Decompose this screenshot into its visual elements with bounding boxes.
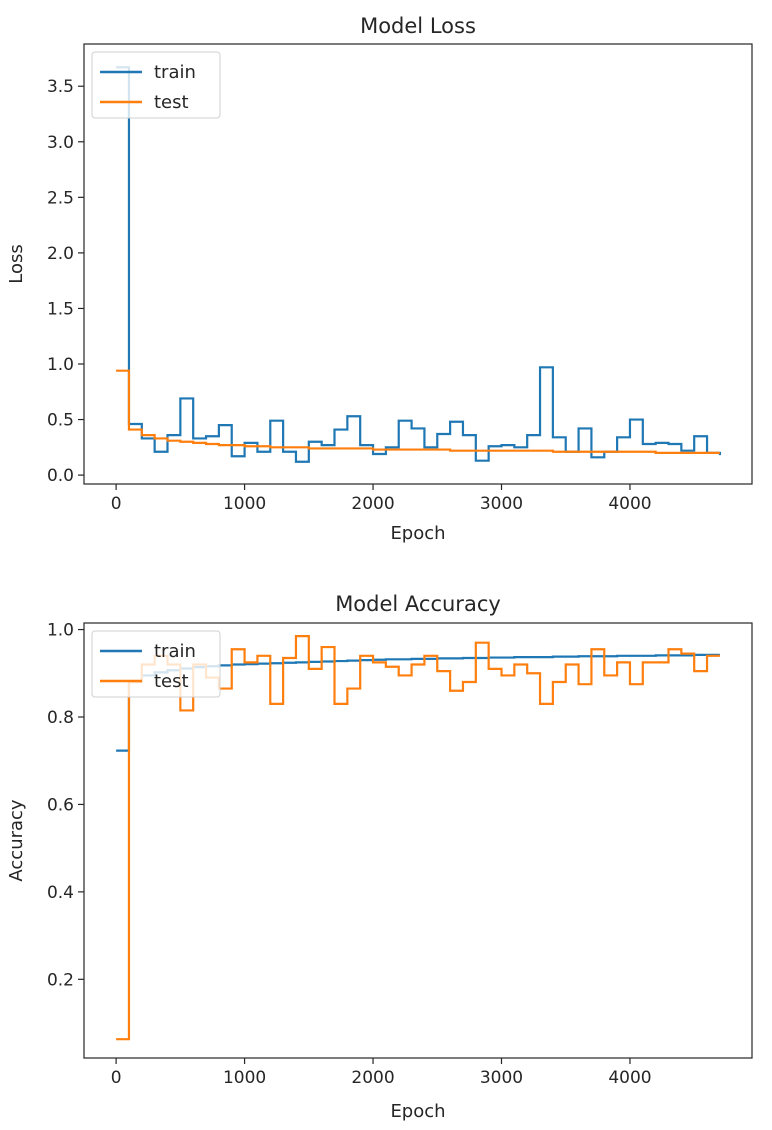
accuracy-legend: train test [91, 630, 221, 698]
accuracy-chart-title: Model Accuracy [335, 592, 501, 616]
loss-series-test-line [116, 369, 720, 454]
loss-y-tick-label: 3.0 [47, 133, 74, 153]
loss-y-tick-label: 2.5 [47, 188, 74, 208]
accuracy-x-tick-label: 1000 [223, 1068, 266, 1088]
loss-x-axis-label: Epoch [390, 523, 445, 544]
loss-x-tick-label: 4000 [608, 494, 651, 514]
loss-chart-title: Model Loss [360, 14, 476, 38]
accuracy-y-tick-label: 0.4 [47, 883, 74, 903]
accuracy-x-axis-label: Epoch [390, 1101, 445, 1122]
accuracy-x-tick-label: 2000 [351, 1068, 394, 1088]
loss-y-tick-label: 2.0 [47, 244, 74, 264]
accuracy-chart: Model Accuracy 0 1000 2000 3000 4000 0.2 0.4 0.6… [6, 592, 753, 1122]
loss-x-tick-label: 1000 [223, 494, 266, 514]
accuracy-x-tick-label: 4000 [608, 1068, 651, 1088]
loss-legend-label-test: test [154, 92, 189, 113]
loss-legend: train test [91, 51, 221, 119]
accuracy-y-tick-label: 0.2 [47, 970, 74, 990]
loss-plot-frame [83, 43, 753, 485]
accuracy-legend-label-test: test [154, 671, 189, 692]
loss-y-tick-label: 0.5 [47, 411, 74, 431]
accuracy-plot-frame [83, 622, 753, 1059]
loss-x-tick-label: 0 [111, 494, 122, 514]
loss-series-train-line [116, 66, 721, 463]
loss-x-tick-label: 2000 [351, 494, 394, 514]
loss-y-tick-label: 1.5 [47, 299, 74, 319]
loss-series-group [116, 66, 721, 463]
accuracy-y-axis-label: Accuracy [6, 799, 27, 882]
accuracy-x-tick-label: 0 [111, 1068, 122, 1088]
accuracy-x-tick-label: 3000 [480, 1068, 523, 1088]
loss-legend-label-train: train [154, 62, 196, 83]
loss-y-tick-label: 0.0 [47, 466, 74, 486]
loss-y-tick-label: 3.5 [47, 77, 74, 97]
loss-x-tick-label: 3000 [480, 494, 523, 514]
accuracy-y-tick-label: 0.6 [47, 795, 74, 815]
loss-chart: Model Loss 0 1000 2000 3000 4000 0.0 0.5 1.0 1.5 2… [6, 14, 753, 544]
loss-y-axis-label: Loss [6, 244, 27, 283]
accuracy-y-tick-label: 0.8 [47, 708, 74, 728]
accuracy-legend-label-train: train [154, 641, 196, 662]
accuracy-y-tick-label: 1.0 [47, 621, 74, 641]
loss-y-tick-label: 1.0 [47, 355, 74, 375]
